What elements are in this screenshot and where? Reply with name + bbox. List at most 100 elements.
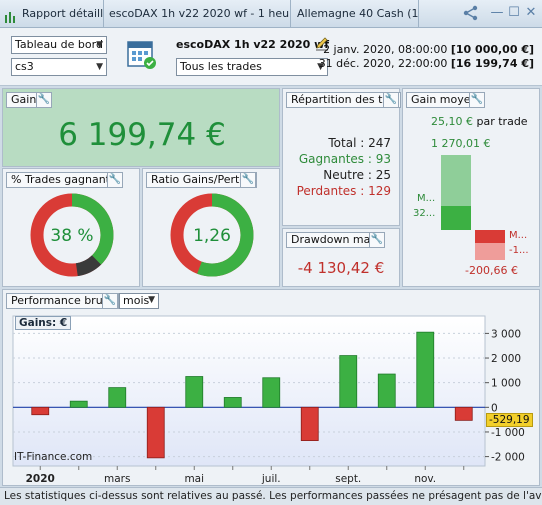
wrench-icon[interactable]: 🔧	[102, 293, 118, 309]
y-tick-label: 2 000	[491, 353, 521, 365]
y-tick-label: 0	[491, 402, 498, 414]
average-positive-label-1: M...	[417, 193, 436, 204]
bar-déc.[interactable]	[454, 406, 473, 421]
losers-label: Perdantes :	[296, 184, 365, 198]
bar-sept.[interactable]	[339, 355, 358, 408]
wrench-icon[interactable]: 🔧	[36, 92, 52, 108]
chevron-down-icon: ▼	[317, 62, 324, 72]
ratio-title: Ratio Gains/Pertes	[146, 172, 257, 188]
trade-distribution-panel: Répartition des tr... 🔧 Total : 247 Gagn…	[282, 88, 402, 226]
average-positive-label-2: 32...	[413, 208, 436, 219]
donut-win-segment	[30, 193, 114, 277]
edit-pencil-icon[interactable]	[314, 35, 330, 51]
ratio-panel: Ratio Gains/Pertes 🔧 1,26	[142, 168, 280, 287]
start-date: 2 janv. 2020, 08:00:00	[323, 43, 448, 56]
gain-value: 6 199,74 €	[58, 117, 226, 153]
maximize-icon[interactable]: ☐	[508, 5, 520, 20]
bar-mars[interactable]	[108, 387, 127, 408]
bar-juil.[interactable]	[262, 377, 281, 408]
average-per-trade-value: 25,10 €	[431, 115, 473, 128]
bar-mai[interactable]	[185, 376, 204, 408]
neutral-row: Neutre : 25	[283, 167, 391, 183]
distribution-list: Total : 247 Gagnantes : 93 Neutre : 25 P…	[283, 135, 391, 199]
period-select-value: mois	[123, 294, 150, 307]
gain-panel: Gain 🔧 6 199,74 €	[2, 88, 280, 167]
watermark: IT-Finance.com	[14, 451, 93, 463]
view-select-value: Tableau de bord	[15, 38, 103, 51]
average-negative-label-1: M...	[509, 230, 528, 241]
tab-rapport-detaille[interactable]: Rapport détaillé	[0, 0, 104, 27]
losers-row: Perdantes : 129	[283, 183, 391, 199]
performance-title: Performance brute	[6, 293, 119, 309]
winning-trades-donut	[30, 193, 114, 277]
neutral-label: Neutre :	[323, 168, 372, 182]
x-tick-label: 2020	[26, 473, 55, 485]
drawdown-panel: Drawdown max 🔧 -4 130,42 €	[282, 228, 400, 287]
end-date: 31 déc. 2020, 22:00:00	[318, 57, 448, 70]
average-negative-label-2: -1...	[509, 245, 529, 256]
bar-août[interactable]	[300, 406, 319, 441]
wrench-icon[interactable]: 🔧	[383, 92, 399, 108]
x-tick-label: juil.	[261, 473, 281, 485]
bar-févr.[interactable]	[69, 400, 88, 408]
winning-trades-value: 38 %	[50, 226, 94, 246]
wrench-icon[interactable]: 🔧	[469, 92, 485, 108]
winners-row: Gagnantes : 93	[283, 151, 391, 167]
y-tick-label: -2 000	[491, 452, 525, 464]
end-value: [16 199,74 €]	[450, 57, 534, 70]
start-value: [10 000,00 €]	[450, 43, 534, 56]
average-per-trade: 25,10 € par trade	[431, 115, 528, 128]
drawdown-title: Drawdown max	[286, 232, 382, 248]
average-positive-value: 1 270,01 €	[431, 137, 491, 150]
x-axis: 2020 mars mai juil. sept. nov.	[26, 466, 465, 485]
winning-trades-title: % Trades gagnants	[6, 172, 121, 188]
share-icon[interactable]	[463, 5, 479, 21]
performance-chart: -2 000 -1 000 0 1 000 2 000 3 000 2020 mars mai…	[12, 315, 525, 485]
period-select[interactable]: mois ▼	[119, 293, 159, 309]
strategy-calendar-icon[interactable]	[126, 39, 158, 71]
account-select[interactable]: cs3 ▼	[11, 58, 107, 76]
average-negative-value: -200,66 €	[465, 264, 518, 277]
drawdown-value: -4 130,42 €	[297, 259, 385, 277]
average-positive-bar	[441, 206, 471, 230]
tab-label: escoDAX 1h v22 2020 wf - 1 heure	[109, 7, 291, 20]
trades-filter-select[interactable]: Tous les trades ▼	[176, 58, 328, 76]
bar-juin[interactable]	[223, 397, 242, 408]
ratio-value: 1,26	[193, 226, 231, 246]
bar-janv.[interactable]	[31, 406, 50, 416]
wrench-icon[interactable]: 🔧	[369, 232, 385, 248]
losers-value: 129	[368, 184, 391, 198]
view-select[interactable]: Tableau de bord ▼	[11, 36, 107, 54]
x-tick-label: nov.	[414, 473, 436, 485]
wrench-icon[interactable]: 🔧	[240, 172, 256, 188]
y-tick-label: 3 000	[491, 328, 521, 340]
chevron-down-icon: ▼	[96, 40, 103, 50]
bar-nov.[interactable]	[416, 331, 435, 408]
y-axis: -2 000 -1 000 0 1 000 2 000 3 000	[485, 328, 525, 464]
close-icon[interactable]: ✕	[525, 5, 537, 20]
tab-strategy[interactable]: escoDAX 1h v22 2020 wf - 1 heure	[104, 0, 291, 27]
average-negative-bar	[475, 230, 505, 243]
wrench-icon[interactable]: 🔧	[107, 172, 123, 188]
strategy-name: escoDAX 1h v22 2020 wf	[176, 38, 330, 51]
minimize-icon[interactable]: —	[490, 5, 504, 20]
total-value: 247	[368, 136, 391, 150]
x-tick-label: mai	[184, 473, 204, 485]
title-bar: Rapport détaillé escoDAX 1h v22 2020 wf …	[0, 0, 542, 28]
bar-oct.[interactable]	[377, 373, 396, 408]
performance-panel: Performance brute 🔧 mois ▼ -2 000 -1 000 0 1…	[2, 289, 540, 486]
disclaimer-footer: Les statistiques ci-dessus sont relative…	[0, 487, 542, 505]
ratio-donut	[170, 193, 254, 277]
report-icon	[4, 7, 18, 23]
y-tick-label: -1 000	[491, 427, 525, 439]
donut-gain-segment	[170, 193, 254, 277]
x-tick-label: sept.	[335, 473, 361, 485]
tab-instrument[interactable]: Allemagne 40 Cash (1€)	[291, 0, 419, 27]
bars	[31, 331, 473, 459]
average-gain-panel: Gain moyen 🔧 25,10 € par trade 1 270,01 …	[402, 88, 540, 287]
bar-avr.[interactable]	[146, 406, 165, 459]
winners-value: 93	[375, 152, 391, 166]
toolbar: Tableau de bord ▼ cs3 ▼ escoDAX 1h v22 202…	[0, 28, 542, 86]
average-gain-title: Gain moyen	[406, 92, 483, 108]
plot-area[interactable]	[12, 315, 486, 467]
